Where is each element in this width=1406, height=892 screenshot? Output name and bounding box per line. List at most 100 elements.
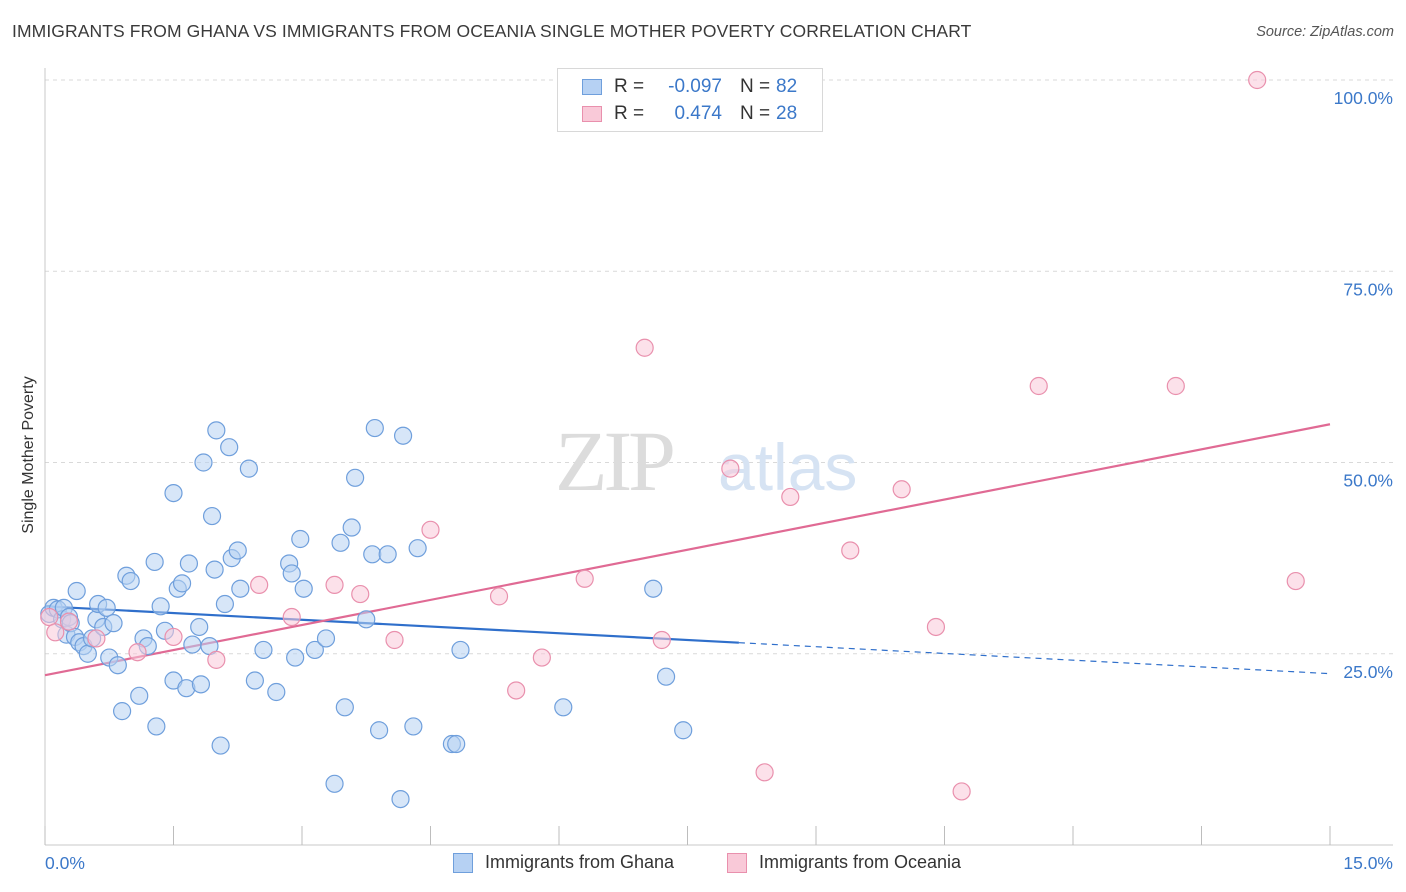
r-label: R = [614, 103, 645, 124]
oceania-point [250, 575, 269, 595]
oceania-legend-swatch [727, 852, 747, 873]
oceania-point [87, 629, 106, 648]
r-value: 0.474 [674, 103, 722, 124]
oceania-point [507, 681, 526, 700]
chart-title: IMMIGRANTS FROM GHANA VS IMMIGRANTS FROM… [12, 21, 972, 41]
ghana-point [325, 774, 344, 793]
ghana-point [67, 581, 86, 601]
oceania-point [164, 627, 183, 647]
legend-row-ghana: R = -0.097 N = 82 [582, 75, 797, 99]
y-tick-label: 50.0% [1343, 471, 1393, 491]
y-tick-label: 75.0% [1343, 279, 1393, 299]
source-label: Source: ZipAtlas.com [1256, 24, 1394, 40]
oceania-point [635, 338, 654, 357]
n-label: N = [740, 103, 771, 124]
scatter-points [40, 70, 1305, 809]
watermark: ZIP atlas [555, 413, 857, 509]
ghana-point [78, 644, 97, 663]
ghana-point [179, 554, 199, 573]
oceania-point [46, 623, 65, 642]
bottom-legend-ghana: Immigrants from Ghana [453, 852, 674, 873]
oceania-point [755, 763, 774, 782]
ghana-point [145, 552, 164, 572]
n-value: 82 [776, 76, 798, 97]
n-value: 28 [776, 103, 798, 124]
ghana-point [370, 721, 389, 740]
ghana-point [286, 648, 305, 667]
oceania-trend-line [44, 423, 1331, 677]
oceania-point [351, 584, 370, 604]
ghana-point [97, 598, 116, 617]
ghana-point [365, 418, 384, 438]
ghana-point [194, 453, 213, 472]
tick-labels: 25.0% 50.0% 75.0% 100.0% 0.0% 15.0% [45, 88, 1393, 873]
ghana-point [363, 545, 382, 564]
ghana-point [130, 686, 149, 705]
ghana-point [656, 667, 676, 686]
ghana-point [644, 579, 663, 598]
legend-row-oceania: R = 0.474 N = 28 [582, 102, 797, 126]
oceania-point [489, 587, 509, 606]
ghana-point [228, 541, 247, 560]
oceania-point [1029, 376, 1048, 396]
x-tick-label-max: 15.0% [1343, 853, 1393, 873]
watermark-zip: ZIP [555, 413, 673, 509]
ghana-point [151, 597, 170, 616]
ghana-point [294, 579, 313, 598]
ghana-point [342, 518, 361, 537]
ghana-point [408, 539, 427, 558]
ghana-point [267, 682, 286, 702]
oceania-point [207, 650, 226, 669]
ghana-legend-label: Immigrants from Ghana [485, 852, 675, 872]
ghana-trend-extension [738, 642, 1331, 675]
ghana-point [215, 594, 234, 614]
r-value: -0.097 [668, 76, 722, 97]
ghana-point [191, 675, 211, 694]
ghana-point [104, 614, 123, 633]
oceania-point [385, 630, 404, 650]
ghana-point [316, 629, 336, 648]
ghana-point [147, 717, 166, 736]
ghana-point [291, 529, 310, 549]
oceania-point [841, 541, 860, 560]
oceania-point [721, 459, 740, 478]
ghana-point [254, 640, 273, 660]
ghana-point [112, 702, 132, 721]
oceania-point [1248, 70, 1267, 90]
oceania-point [532, 648, 551, 667]
ghana-point [231, 579, 250, 598]
ghana-point [205, 560, 224, 579]
ghana-point [447, 734, 466, 754]
ghana-swatch [582, 79, 602, 95]
ghana-point [674, 721, 693, 740]
oceania-point [1286, 571, 1305, 591]
oceania-point [421, 520, 440, 539]
ghana-point [305, 640, 324, 660]
ghana-point [335, 698, 354, 717]
oceania-point [952, 782, 971, 801]
ghana-point [245, 671, 264, 690]
oceania-point [652, 630, 671, 650]
gridlines [45, 79, 1393, 655]
r-label: R = [614, 76, 645, 97]
ghana-point [393, 426, 413, 445]
ghana-point [211, 736, 230, 755]
oceania-point [926, 617, 946, 637]
ghana-point [391, 789, 410, 809]
ghana-point [207, 421, 226, 440]
axes [44, 68, 1393, 846]
ghana-point [164, 484, 183, 503]
y-tick-label: 100.0% [1334, 88, 1393, 108]
oceania-point [575, 569, 594, 588]
ghana-point [282, 564, 301, 583]
oceania-point [1166, 376, 1185, 396]
oceania-point [40, 607, 59, 627]
ghana-point [220, 438, 239, 457]
ghana-point [108, 656, 127, 675]
y-axis-label: Single Mother Poverty [20, 376, 37, 534]
oceania-point [59, 612, 79, 631]
y-tick-label: 25.0% [1343, 662, 1393, 682]
x-tick-label-min: 0.0% [45, 853, 85, 873]
oceania-point [781, 487, 800, 507]
ghana-point [121, 571, 140, 591]
